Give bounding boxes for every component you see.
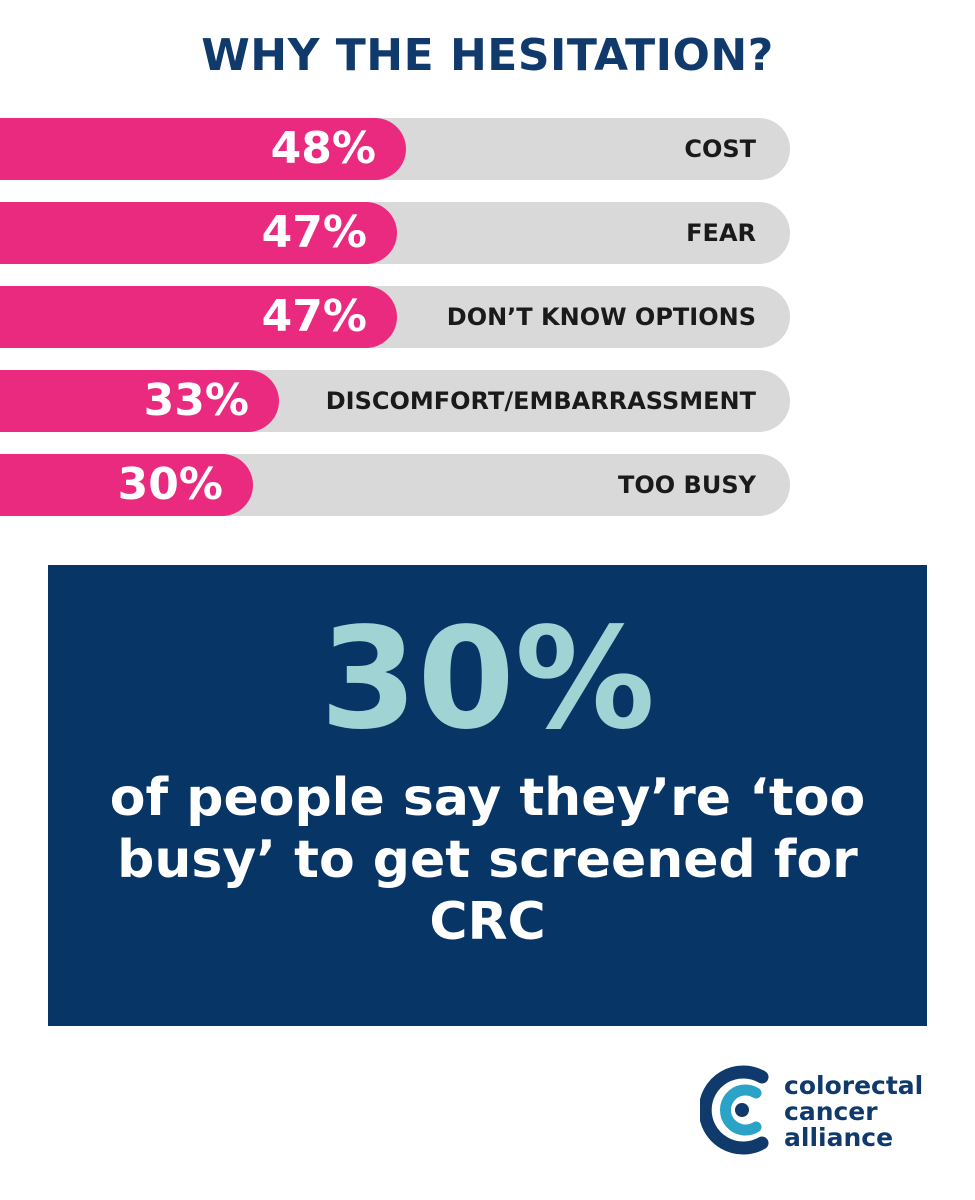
bar-row: 33% DISCOMFORT/EMBARRASSMENT bbox=[0, 370, 790, 432]
bar-row: 30% TOO BUSY bbox=[0, 454, 790, 516]
bar-fill bbox=[0, 286, 397, 348]
bar-value-label: 48% bbox=[270, 123, 376, 174]
bar-value-label: 47% bbox=[261, 207, 367, 258]
logo-line-1: colorectal bbox=[784, 1071, 924, 1100]
bar-category-label: DISCOMFORT/EMBARRASSMENT bbox=[325, 387, 756, 415]
callout-box: 30% of people say they’re ‘too busy’ to … bbox=[48, 565, 927, 1026]
bar-value-label: 30% bbox=[117, 459, 223, 510]
callout-stat: 30% bbox=[319, 598, 656, 761]
bar-category-label: TOO BUSY bbox=[618, 471, 756, 499]
bar-row: 47% FEAR bbox=[0, 202, 790, 264]
bar-row: 48% COST bbox=[0, 118, 790, 180]
bar-value-label: 47% bbox=[261, 291, 367, 342]
logo-line-2: cancer bbox=[784, 1097, 878, 1126]
bar-category-label: DON’T KNOW OPTIONS bbox=[446, 303, 756, 331]
logo-wordmark: colorectal cancer alliance bbox=[784, 1073, 923, 1151]
logo-mark-icon bbox=[700, 1065, 769, 1155]
callout-text: of people say they’re ‘too busy’ to get … bbox=[109, 768, 866, 952]
bar-fill bbox=[0, 454, 253, 516]
bar-fill bbox=[0, 202, 397, 264]
logo-line-3: alliance bbox=[784, 1123, 894, 1152]
logo: colorectal cancer alliance bbox=[700, 1065, 930, 1155]
bar-fill bbox=[0, 118, 406, 180]
bar-category-label: COST bbox=[684, 135, 756, 163]
bar-value-label: 33% bbox=[143, 375, 249, 426]
chart-title: WHY THE HESITATION? bbox=[201, 30, 774, 81]
bar-fill bbox=[0, 370, 279, 432]
bar-category-label: FEAR bbox=[686, 219, 756, 247]
bar-row: 47% DON’T KNOW OPTIONS bbox=[0, 286, 790, 348]
